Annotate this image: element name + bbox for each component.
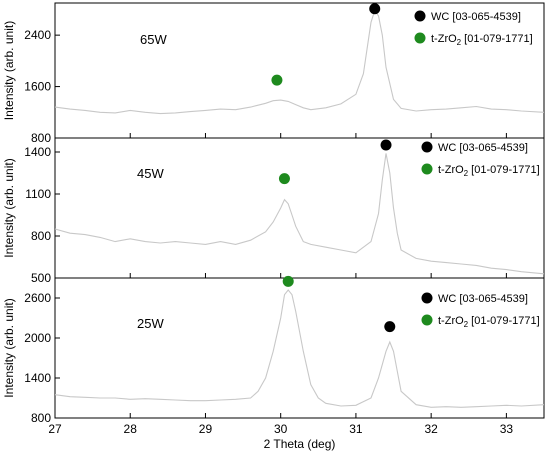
y-tick-label: 1100: [25, 187, 51, 201]
legend-entry: t-ZrO2 [01-079-1771]: [438, 164, 540, 178]
legend-entry: t-ZrO2 [01-079-1771]: [438, 315, 540, 329]
legend-entry: WC [03-065-4539]: [438, 293, 528, 305]
panel-45w: 500 800 1100 1400 Intensity (arb. unit) 45W WC…: [2, 137, 545, 285]
x-axis-label: 2 Theta (deg): [264, 437, 336, 451]
y-tick-label: 800: [31, 131, 51, 145]
panel-label: 65W: [140, 32, 167, 47]
y-tick-label: 800: [31, 411, 51, 425]
y-axis-label: Intensity (arb. unit): [2, 158, 16, 257]
y-tick-label: 500: [31, 271, 51, 285]
panel-25w: 800 1400 2000 2600 Intensity (arb. unit) 25W W…: [2, 275, 545, 425]
xrd-pattern-line: [54, 153, 545, 275]
legend-marker: [414, 32, 426, 44]
x-tick-label: 33: [500, 422, 514, 436]
zro2-peak-marker: [271, 74, 283, 86]
y-tick-label: 2600: [24, 291, 51, 305]
wc-peak-marker: [369, 3, 381, 15]
panel-frame: [54, 2, 545, 139]
zro2-peak-marker: [282, 275, 294, 287]
wc-peak-marker: [380, 139, 392, 151]
y-tick-label: 800: [31, 229, 51, 243]
y-tick-label: 1600: [24, 80, 51, 94]
xrd-pattern-line: [54, 289, 545, 408]
y-axis-label: Intensity (arb. unit): [2, 298, 16, 397]
wc-peak-marker: [384, 321, 396, 333]
legend-marker: [421, 292, 433, 304]
y-tick-label: 2400: [24, 28, 51, 42]
x-tick-label: 27: [48, 422, 62, 436]
legend-marker: [421, 163, 433, 175]
y-tick-label: 1400: [24, 371, 51, 385]
xrd-pattern-line: [54, 9, 545, 115]
x-tick-label: 32: [424, 422, 438, 436]
legend-entry: WC [03-065-4539]: [438, 142, 528, 154]
zro2-peak-marker: [278, 173, 290, 185]
legend-marker: [421, 141, 433, 153]
y-axis-label: Intensity (arb. unit): [2, 21, 16, 120]
x-tick-label: 29: [199, 422, 213, 436]
legend-entry: t-ZrO2 [01-079-1771]: [431, 33, 533, 47]
x-tick-label: 28: [124, 422, 138, 436]
y-tick-label: 2000: [24, 331, 51, 345]
y-tick-label: 1400: [24, 145, 51, 159]
panel-65w: 800 1600 2400 Intensity (arb. unit) 65W WC [0…: [2, 2, 545, 145]
panel-label: 45W: [137, 166, 164, 181]
legend-marker: [414, 10, 426, 22]
x-tick-label: 30: [274, 422, 288, 436]
legend-marker: [421, 314, 433, 326]
panel-label: 25W: [137, 316, 164, 331]
panel-frame: [54, 277, 545, 419]
panel-frame: [54, 137, 545, 279]
legend-entry: WC [03-065-4539]: [431, 11, 521, 23]
x-tick-label: 31: [349, 422, 363, 436]
